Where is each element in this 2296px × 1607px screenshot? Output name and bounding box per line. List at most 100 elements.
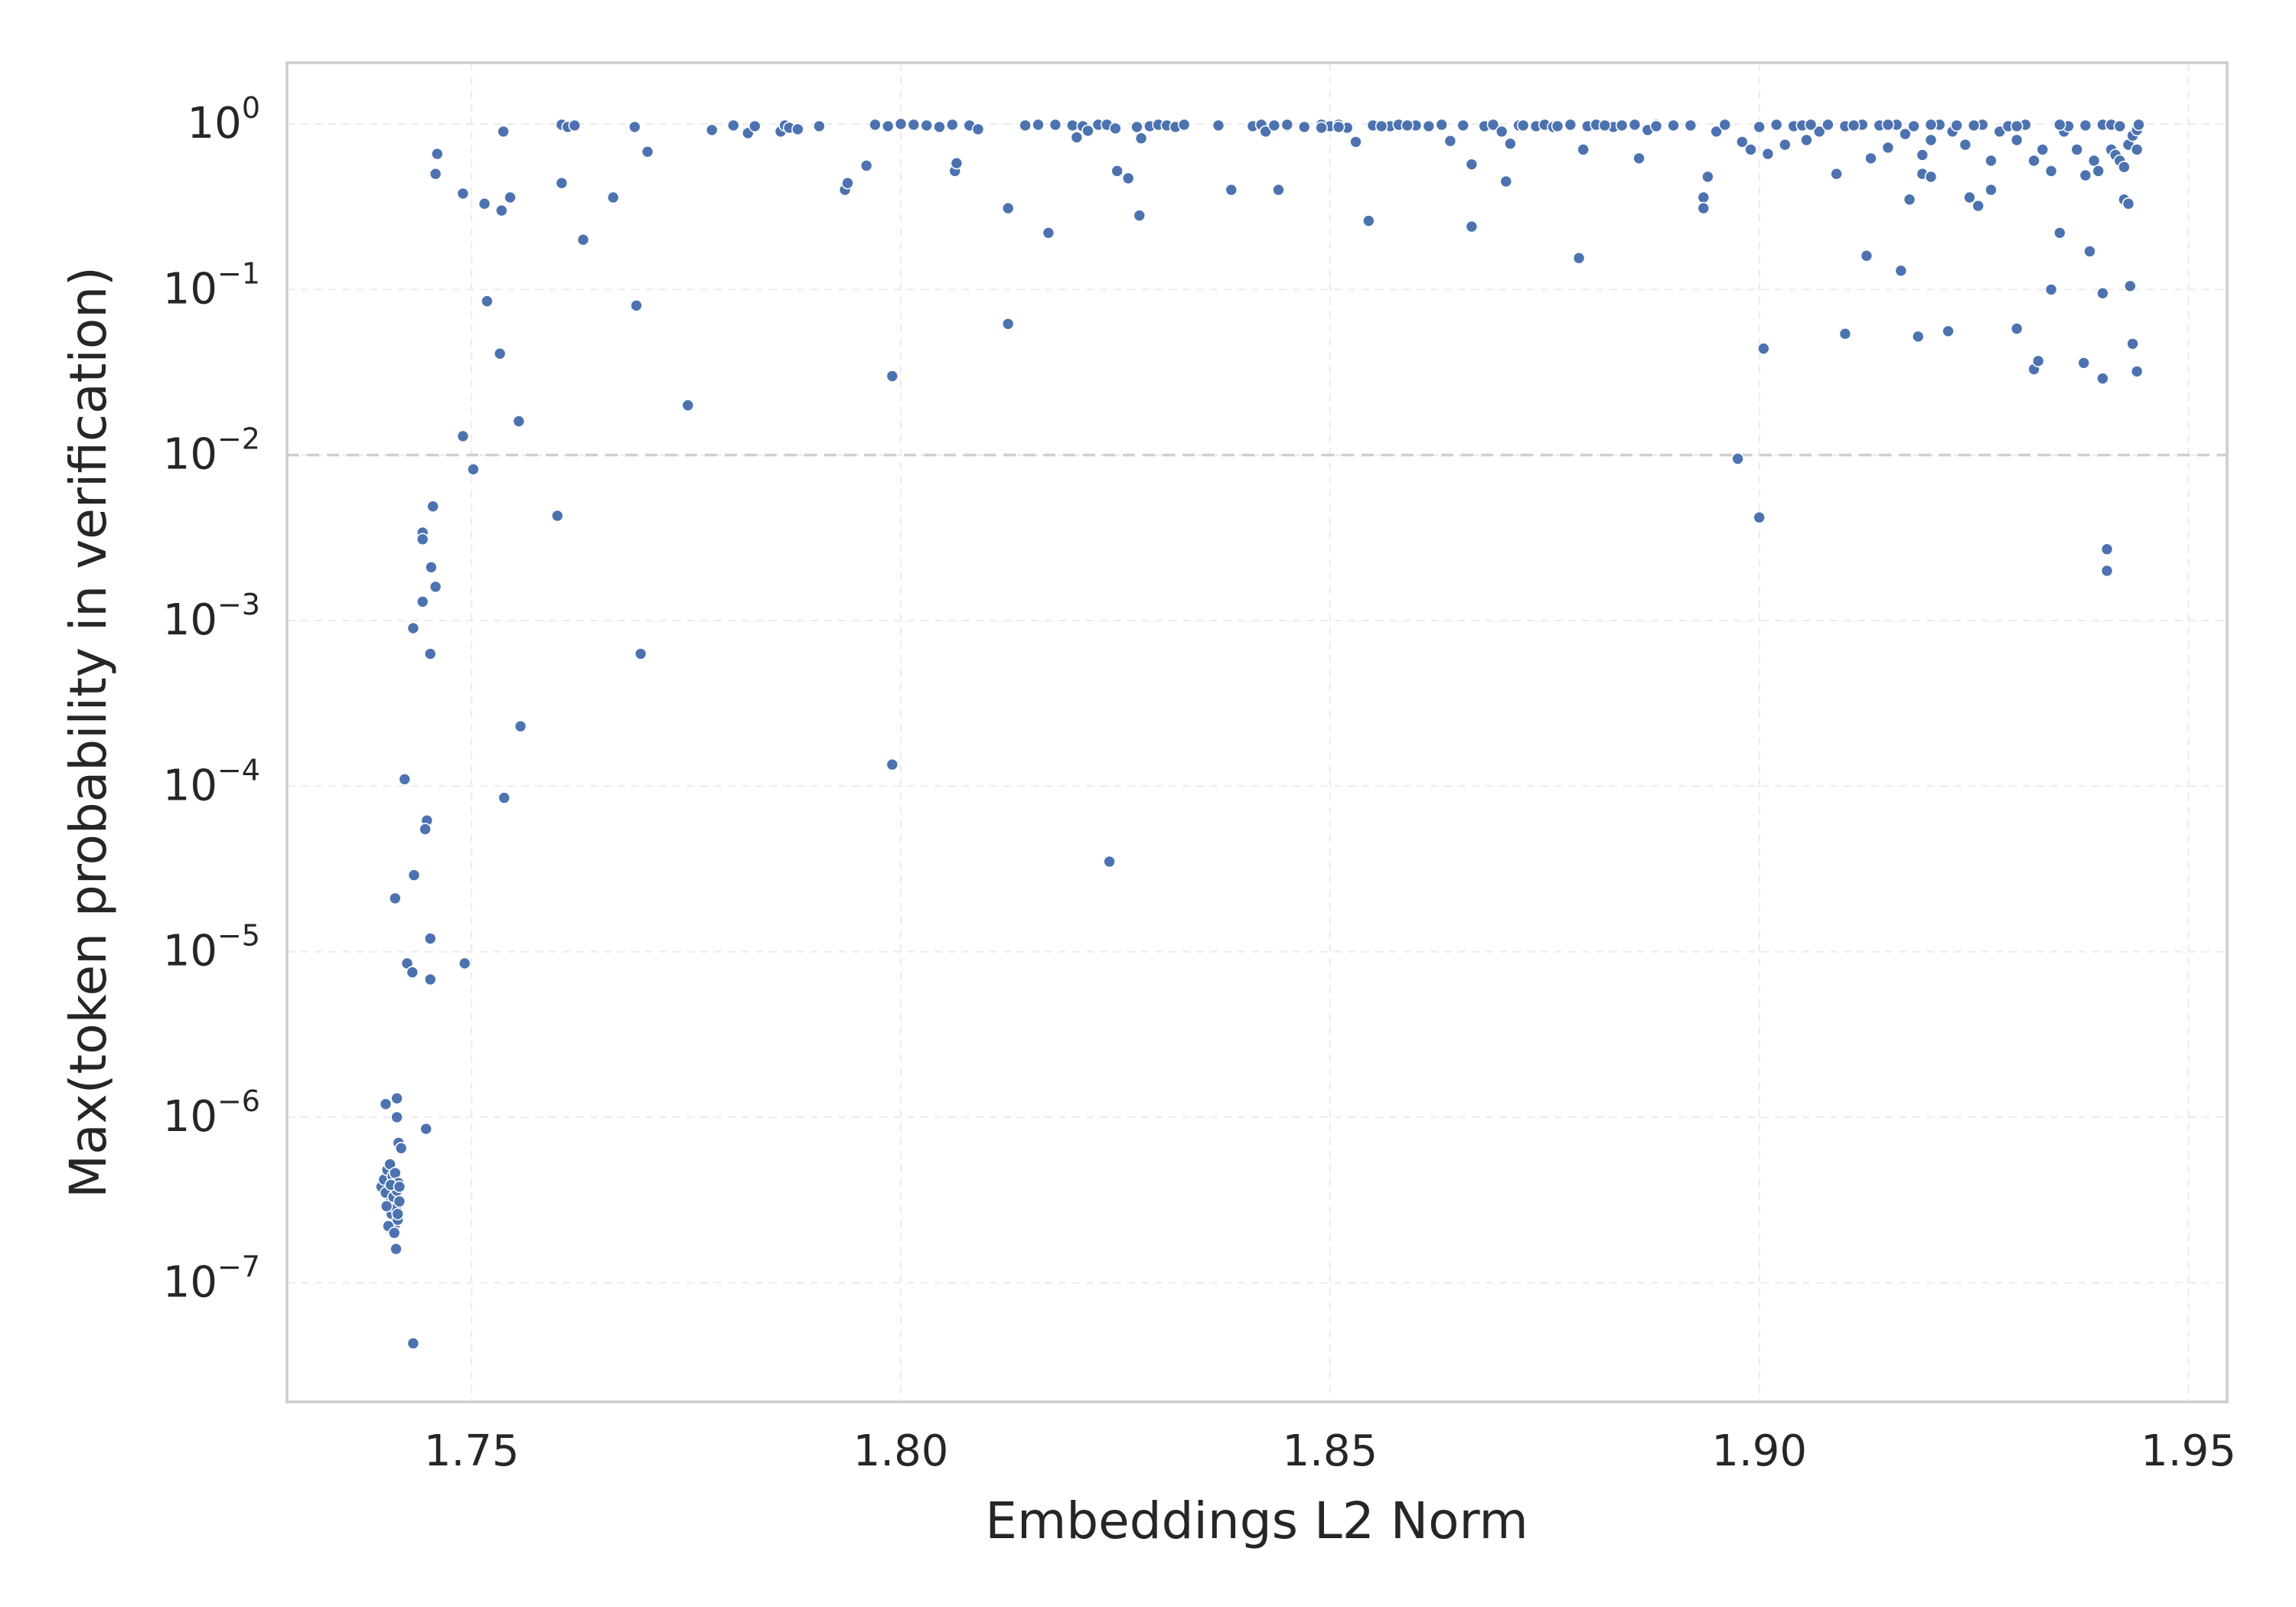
data-point bbox=[1761, 147, 1775, 161]
data-point bbox=[894, 117, 908, 131]
data-point bbox=[628, 120, 641, 134]
data-point bbox=[1375, 119, 1388, 133]
data-point bbox=[1697, 191, 1711, 204]
data-point bbox=[398, 772, 412, 786]
data-point bbox=[630, 298, 643, 312]
data-point bbox=[1958, 138, 1972, 152]
y-tick-label: 10−1 bbox=[163, 256, 260, 314]
data-point bbox=[1042, 226, 1055, 240]
data-point bbox=[1710, 125, 1723, 139]
data-point bbox=[1032, 118, 1045, 132]
data-point bbox=[1757, 342, 1770, 355]
data-point bbox=[2122, 197, 2135, 210]
data-point bbox=[606, 191, 620, 204]
data-point bbox=[705, 123, 719, 137]
data-point bbox=[419, 823, 432, 836]
data-point bbox=[2083, 245, 2096, 258]
data-point bbox=[1280, 118, 1294, 132]
data-point bbox=[423, 932, 437, 945]
data-point bbox=[881, 119, 895, 133]
data-point bbox=[1577, 143, 1590, 156]
data-point bbox=[1066, 119, 1079, 132]
data-point bbox=[1744, 143, 1757, 156]
data-point bbox=[2053, 226, 2066, 240]
data-point bbox=[2118, 160, 2131, 174]
data-point bbox=[1001, 317, 1015, 331]
data-point bbox=[1924, 170, 1938, 184]
data-point bbox=[1649, 119, 1663, 133]
data-point bbox=[1456, 119, 1469, 132]
data-point bbox=[1718, 118, 1732, 132]
data-point bbox=[419, 1122, 433, 1136]
data-point bbox=[907, 118, 921, 132]
data-point bbox=[1924, 133, 1938, 147]
data-point bbox=[1495, 125, 1508, 139]
y-tick-label: 10−3 bbox=[163, 588, 260, 645]
data-point bbox=[2010, 119, 2024, 133]
data-point bbox=[406, 1337, 420, 1350]
data-point bbox=[1779, 138, 1792, 152]
data-point bbox=[885, 758, 899, 771]
data-point bbox=[1443, 134, 1457, 148]
data-point bbox=[1134, 132, 1148, 145]
data-point bbox=[394, 1142, 408, 1155]
data-point bbox=[379, 1097, 393, 1111]
data-point bbox=[1516, 119, 1530, 132]
data-point bbox=[1838, 327, 1852, 341]
data-point bbox=[1315, 121, 1328, 135]
data-point bbox=[481, 295, 494, 308]
data-point bbox=[869, 118, 882, 132]
data-point bbox=[1753, 510, 1766, 524]
data-point bbox=[681, 399, 695, 412]
y-tick-labels: 100 10−1 10−2 10−3 10−4 10−5 10−6 10−7 bbox=[163, 91, 260, 1307]
data-point bbox=[1267, 119, 1281, 132]
data-point bbox=[2092, 165, 2105, 178]
data-point bbox=[425, 560, 438, 574]
data-point bbox=[1332, 120, 1345, 134]
data-point bbox=[406, 621, 420, 635]
data-point bbox=[748, 119, 762, 133]
data-point bbox=[2077, 356, 2090, 370]
data-point bbox=[2130, 143, 2144, 156]
data-point bbox=[1628, 118, 1642, 132]
x-tick-label: 1.80 bbox=[853, 1426, 949, 1476]
data-point bbox=[393, 1180, 406, 1194]
data-point bbox=[1667, 119, 1680, 132]
data-point bbox=[1963, 191, 1976, 204]
data-point bbox=[2130, 365, 2144, 378]
data-point bbox=[1177, 118, 1191, 132]
data-point bbox=[1864, 152, 1877, 165]
data-point bbox=[1133, 209, 1146, 222]
data-point bbox=[1465, 158, 1479, 171]
data-point bbox=[1349, 135, 1362, 148]
data-point bbox=[2124, 279, 2137, 293]
data-point bbox=[1465, 220, 1479, 233]
data-point bbox=[416, 595, 429, 608]
data-point bbox=[2079, 168, 2092, 182]
data-point bbox=[1950, 119, 1963, 132]
data-point bbox=[1821, 118, 1835, 132]
data-point bbox=[1362, 214, 1375, 227]
data-point bbox=[1110, 165, 1124, 178]
data-point bbox=[1942, 324, 1955, 338]
data-point bbox=[1001, 201, 1015, 215]
data-point bbox=[1019, 119, 1032, 132]
data-point bbox=[416, 533, 429, 546]
data-point bbox=[458, 957, 471, 970]
data-point bbox=[1804, 118, 1818, 132]
data-point bbox=[1435, 118, 1448, 132]
data-point bbox=[406, 966, 419, 979]
data-point bbox=[1881, 141, 1895, 155]
data-point bbox=[1903, 193, 1916, 207]
data-point bbox=[429, 167, 442, 181]
data-point bbox=[390, 1110, 403, 1124]
x-tick-label: 1.75 bbox=[424, 1426, 520, 1476]
data-point bbox=[1103, 855, 1116, 869]
data-point bbox=[1632, 152, 1645, 165]
data-point bbox=[885, 370, 899, 383]
data-point bbox=[1130, 120, 1143, 134]
data-point bbox=[1564, 118, 1577, 132]
data-point bbox=[841, 176, 854, 190]
data-point bbox=[2113, 119, 2127, 133]
data-point bbox=[859, 159, 873, 172]
